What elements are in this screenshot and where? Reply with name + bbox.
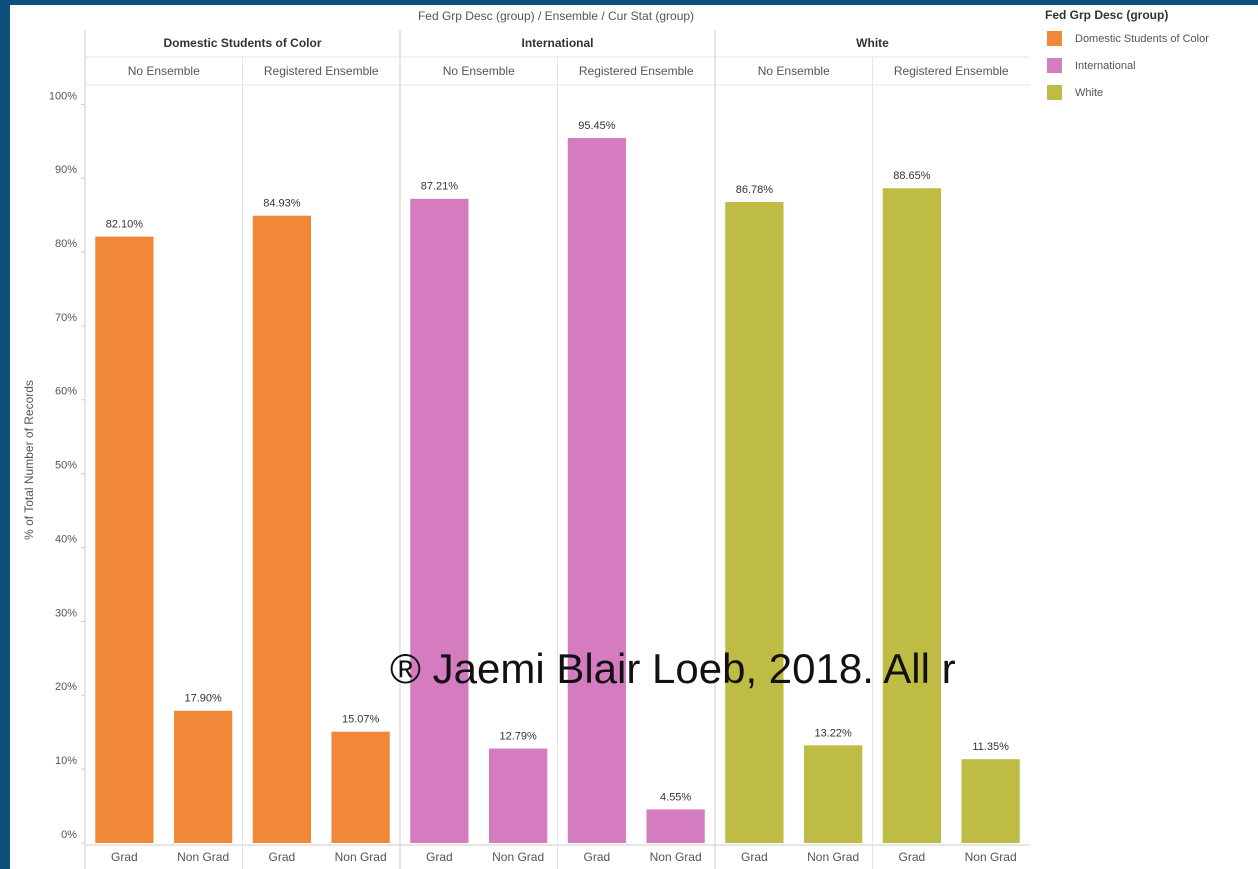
- bar: [488, 748, 548, 843]
- y-tick-label: 70%: [55, 312, 77, 324]
- subgroup-label: No Ensemble: [443, 64, 515, 78]
- y-tick-label: 0%: [61, 829, 77, 841]
- watermark: ® Jaemi Blair Loeb, 2018. All r: [390, 645, 956, 692]
- bar: [173, 710, 233, 843]
- group-label: International: [521, 36, 593, 50]
- y-tick-label: 10%: [55, 755, 77, 767]
- x-tick-label: Non Grad: [807, 850, 859, 864]
- value-label: 82.10%: [106, 218, 144, 230]
- x-tick-label: Grad: [584, 850, 611, 864]
- bar: [803, 745, 863, 843]
- value-label: 84.93%: [263, 198, 301, 210]
- legend-label: International: [1075, 60, 1136, 72]
- value-label: 17.90%: [184, 693, 222, 705]
- value-label: 15.07%: [342, 714, 380, 726]
- bar: [567, 137, 627, 843]
- value-label: 13.22%: [814, 727, 852, 739]
- value-label: 4.55%: [660, 791, 691, 803]
- bar: [95, 236, 154, 844]
- chart-title: Fed Grp Desc (group) / Ensemble / Cur St…: [418, 9, 694, 23]
- group-label: White: [856, 36, 889, 50]
- subgroup-label: Registered Ensemble: [894, 64, 1009, 78]
- value-label: 12.79%: [499, 730, 537, 742]
- bar: [410, 198, 469, 843]
- x-tick-label: Grad: [741, 850, 768, 864]
- subgroup-label: No Ensemble: [758, 64, 830, 78]
- y-tick-label: 100%: [49, 90, 77, 102]
- legend-swatch: [1047, 85, 1062, 100]
- group-label: Domestic Students of Color: [163, 36, 321, 50]
- value-label: 11.35%: [972, 741, 1009, 753]
- legend-swatch: [1047, 31, 1062, 46]
- bar: [725, 202, 784, 843]
- bar: [331, 731, 390, 843]
- subgroup-label: No Ensemble: [128, 64, 200, 78]
- frame-top: [0, 0, 1258, 5]
- bar: [961, 759, 1020, 843]
- legend-swatch: [1047, 58, 1062, 73]
- value-label: 86.78%: [736, 184, 774, 196]
- subgroup-label: Registered Ensemble: [264, 64, 379, 78]
- legend-label: Domestic Students of Color: [1075, 33, 1209, 45]
- x-tick-label: Grad: [426, 850, 453, 864]
- bar: [882, 188, 942, 843]
- bar: [646, 809, 705, 843]
- legend-label: White: [1075, 87, 1103, 99]
- x-tick-label: Non Grad: [965, 850, 1017, 864]
- x-tick-label: Non Grad: [650, 850, 702, 864]
- value-label: 95.45%: [578, 120, 616, 132]
- x-tick-label: Non Grad: [492, 850, 544, 864]
- y-tick-label: 50%: [55, 460, 77, 472]
- legend-title: Fed Grp Desc (group): [1045, 8, 1168, 22]
- y-tick-label: 40%: [55, 533, 77, 545]
- y-axis-label: % of Total Number of Records: [22, 380, 36, 540]
- frame-left: [0, 0, 10, 869]
- y-tick-label: 60%: [55, 386, 77, 398]
- value-label: 88.65%: [893, 170, 931, 182]
- x-tick-label: Grad: [899, 850, 926, 864]
- y-tick-label: 80%: [55, 238, 77, 250]
- bar: [252, 215, 312, 843]
- x-tick-label: Grad: [111, 850, 138, 864]
- y-tick-label: 30%: [55, 607, 77, 619]
- y-tick-label: 90%: [55, 164, 77, 176]
- subgroup-label: Registered Ensemble: [579, 64, 694, 78]
- x-tick-label: Non Grad: [177, 850, 229, 864]
- value-label: 87.21%: [421, 181, 459, 193]
- x-tick-label: Grad: [269, 850, 296, 864]
- y-tick-label: 20%: [55, 681, 77, 693]
- x-tick-label: Non Grad: [335, 850, 387, 864]
